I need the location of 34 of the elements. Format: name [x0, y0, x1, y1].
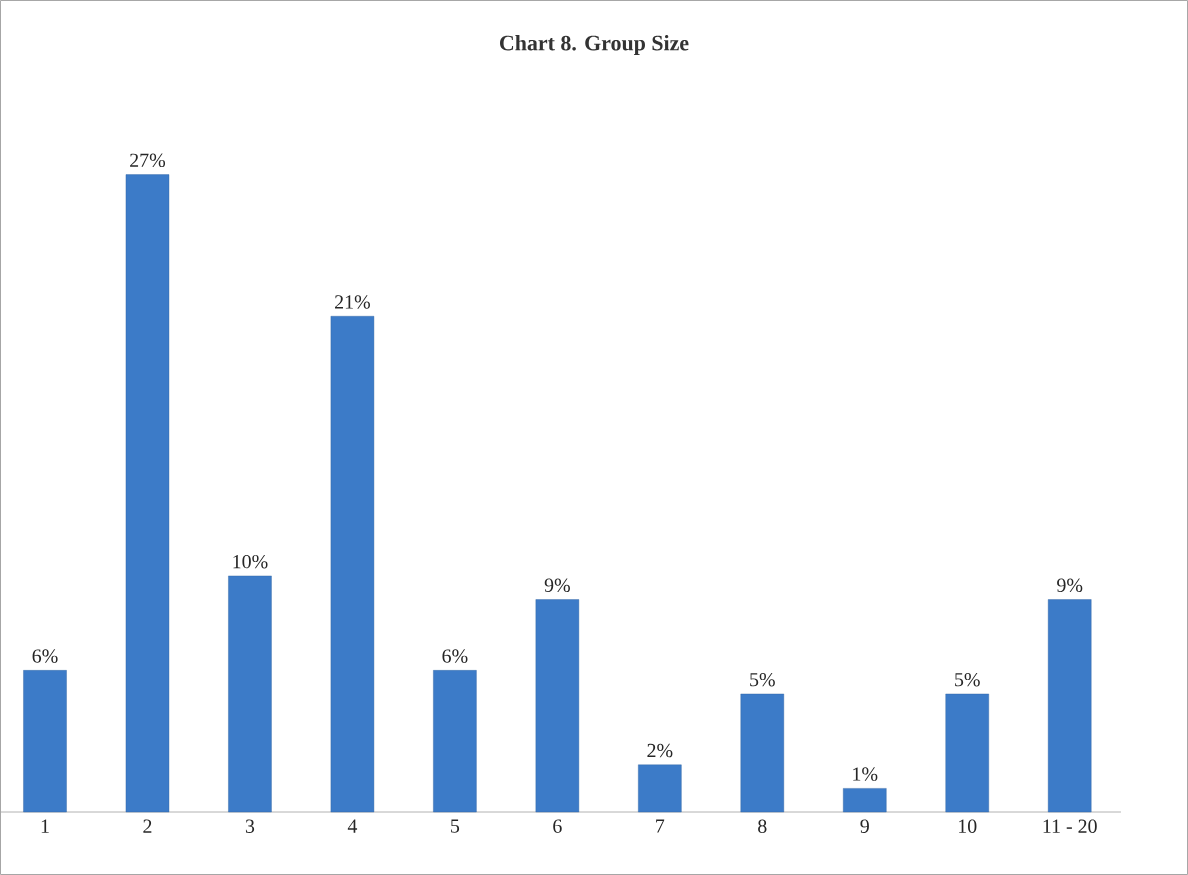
x-tick-label: 6: [553, 819, 562, 833]
x-tick-label: 8: [758, 819, 767, 833]
x-tick-label: 9: [860, 819, 869, 833]
x-tick-label: 11 - 20: [1043, 819, 1097, 833]
x-tick-label: 3: [245, 819, 255, 833]
data-label: 2%: [647, 743, 673, 758]
data-label: 9%: [1057, 578, 1083, 593]
bar: [638, 764, 682, 813]
x-tick-label: 2: [143, 819, 152, 833]
data-label: 27%: [130, 153, 166, 168]
chart-title: Chart 8. Group Size: [500, 35, 689, 55]
bar: [740, 693, 785, 813]
x-tick-label: 1: [41, 819, 49, 833]
bar: [23, 670, 67, 813]
data-label: 21%: [335, 295, 370, 309]
data-label: 5%: [955, 672, 980, 687]
x-tick-label: 7: [656, 819, 665, 833]
bar: [843, 788, 887, 813]
data-label: 1%: [853, 767, 878, 781]
data-label: 9%: [544, 578, 570, 593]
x-tick-label: 10: [959, 819, 977, 833]
bar: [535, 599, 580, 813]
bar: [228, 575, 272, 813]
x-tick-label: 4: [347, 819, 358, 833]
bar: [945, 693, 989, 813]
data-label: 6%: [32, 649, 58, 663]
bar: [330, 316, 375, 813]
x-tick-label: 5: [451, 819, 460, 833]
data-label: 5%: [750, 672, 775, 687]
data-label: 6%: [442, 649, 468, 663]
bar: [1047, 599, 1092, 813]
data-label: 10%: [233, 554, 268, 569]
bar: [125, 174, 170, 813]
bar: [433, 670, 477, 813]
